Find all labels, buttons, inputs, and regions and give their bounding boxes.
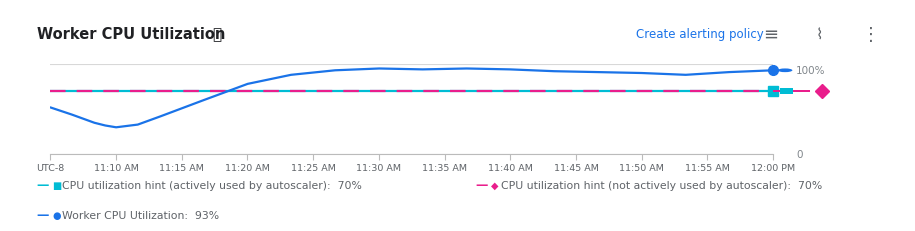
Text: 100%: 100% <box>796 66 825 76</box>
Text: Worker CPU Utilization:  93%: Worker CPU Utilization: 93% <box>62 210 220 220</box>
Text: ≡: ≡ <box>763 26 778 44</box>
Text: —: — <box>476 178 489 191</box>
Text: 0: 0 <box>796 150 802 160</box>
Text: —: — <box>37 178 49 191</box>
Text: ⋮: ⋮ <box>862 26 880 44</box>
Text: CPU utilization hint (not actively used by autoscaler):  70%: CPU utilization hint (not actively used … <box>501 180 823 190</box>
Text: ●: ● <box>52 210 60 220</box>
Text: ◆: ◆ <box>491 180 499 190</box>
Text: —: — <box>37 208 49 221</box>
Text: Worker CPU Utilization: Worker CPU Utilization <box>37 27 225 42</box>
Text: Create alerting policy: Create alerting policy <box>636 28 764 41</box>
Text: ⌇: ⌇ <box>815 27 823 42</box>
Text: ⓘ: ⓘ <box>212 27 221 42</box>
Text: ■: ■ <box>52 180 61 190</box>
Text: CPU utilization hint (actively used by autoscaler):  70%: CPU utilization hint (actively used by a… <box>62 180 362 190</box>
